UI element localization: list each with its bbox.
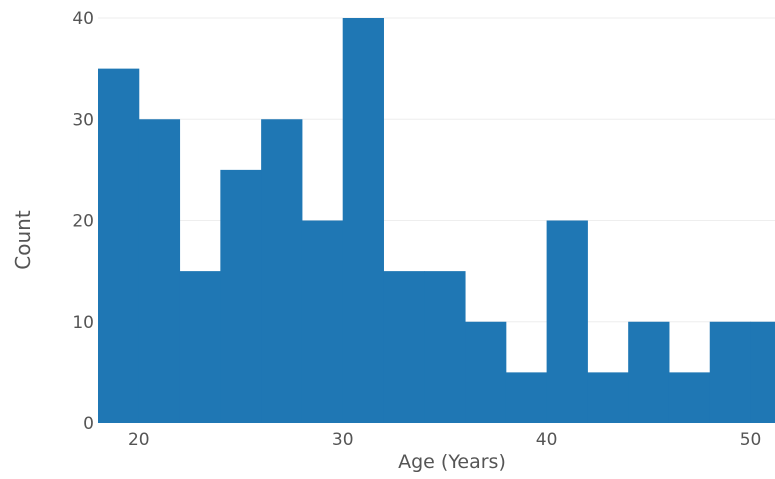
y-tick-label-30: 30: [72, 110, 94, 130]
y-tick-label-20: 20: [72, 212, 94, 232]
histogram-bar-20-22[interactable]: [138, 119, 181, 423]
y-tick-label-0: 0: [83, 414, 94, 434]
histogram-bar-22-24[interactable]: [179, 271, 221, 423]
histogram-bar-32-34[interactable]: [383, 271, 425, 423]
x-tick-label-40: 40: [536, 430, 558, 450]
histogram-bar-36-38[interactable]: [465, 321, 507, 423]
y-tick-labels: 0 10 20 30 40: [72, 9, 94, 434]
histogram-bar-44-46[interactable]: [628, 321, 670, 423]
x-tick-label-30: 30: [332, 430, 354, 450]
histogram-bar-24-26[interactable]: [220, 169, 262, 423]
y-tick-label-10: 10: [72, 313, 94, 333]
x-tick-label-20: 20: [128, 430, 150, 450]
histogram-bar-48-50[interactable]: [709, 321, 752, 423]
x-tick-label-50: 50: [740, 430, 762, 450]
histogram-bar-42-44[interactable]: [587, 372, 629, 423]
histogram-bar-38-40[interactable]: [505, 372, 548, 423]
histogram-bar-34-36[interactable]: [424, 271, 466, 423]
y-tick-label-40: 40: [72, 9, 94, 29]
histogram-bar-40-42[interactable]: [546, 220, 588, 424]
histogram-bar-46-48[interactable]: [668, 372, 711, 423]
bars-layer: [98, 18, 775, 423]
histogram-bar-30-32[interactable]: [342, 18, 384, 423]
histogram-bar-28-30[interactable]: [301, 220, 344, 424]
histogram-bar-18-20[interactable]: [98, 68, 140, 423]
histogram-bar-26-28[interactable]: [261, 119, 303, 423]
x-tick-labels: 20 30 40 50: [128, 430, 761, 450]
x-axis-title: Age (Years): [398, 451, 506, 473]
histogram-bar-50-52[interactable]: [750, 321, 775, 423]
y-axis-title: Count: [11, 210, 35, 270]
